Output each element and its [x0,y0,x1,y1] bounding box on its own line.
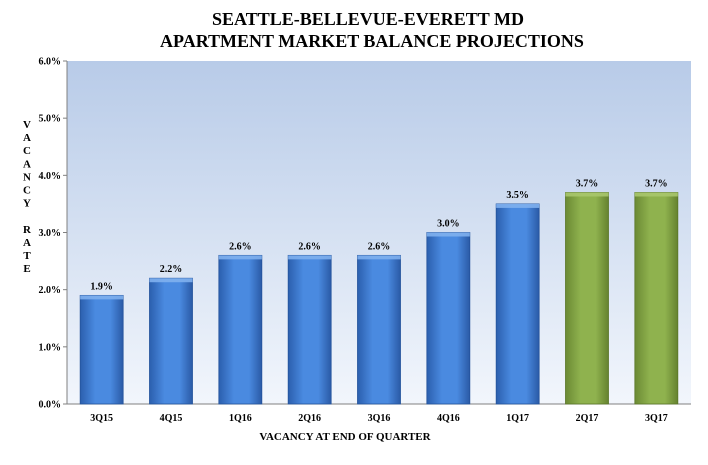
bar-group: 3.5% [495,190,540,405]
y-tick-label: 3.0% [39,228,62,239]
bar-actual [495,203,540,405]
y-tick-label: 6.0% [39,57,62,68]
x-tick-label: 1Q16 [229,413,252,424]
y-tick-label: 4.0% [39,171,62,182]
x-tick-label: 2Q16 [298,413,321,424]
x-tick-label: 2Q17 [576,413,599,424]
y-tick-label: 1.0% [39,342,62,353]
x-tick-label: 4Q15 [160,413,183,424]
bars: 1.9% 2.2% 2.6% 2.6% 2.6% 3.0% 3.5% 3.7% 3.7% [79,178,679,405]
bar-top-highlight [357,255,401,260]
x-tick-label: 4Q16 [437,413,460,424]
y-tick-label: 5.0% [39,114,62,125]
chart-title: SEATTLE-BELLEVUE-EVERETT MD [212,9,524,29]
bar-data-label: 3.7% [645,178,668,189]
bar-group: 2.6% [218,241,263,405]
bar-data-label: 2.2% [160,264,183,275]
bar-data-label: 2.6% [229,241,252,252]
bar-top-highlight [149,278,193,283]
x-tick-label: 1Q17 [506,413,529,424]
x-axis-label: VACANCY AT END OF QUARTER [259,431,431,443]
y-tick-label: 0.0% [39,400,62,411]
bar-actual [149,277,193,405]
bar-actual [357,254,401,405]
bar-projected [634,192,679,405]
bar-projected [565,192,609,405]
y-tick-label: 2.0% [39,285,62,296]
x-tick-label: 3Q16 [368,413,391,424]
bar-group: 2.6% [287,241,332,405]
bar-group: 3.7% [634,178,679,405]
bar-group: 3.0% [426,219,471,405]
bar-data-label: 3.7% [576,178,599,189]
x-ticks: 3Q15 4Q15 1Q16 2Q16 3Q16 4Q16 1Q17 2Q17 3Q17 [90,413,667,424]
bar-top-highlight [80,295,124,300]
bar-group: 2.2% [149,264,193,405]
bar-top-highlight [288,255,332,260]
bar-data-label: 1.9% [90,281,113,292]
y-ticks: 0.0% 1.0% 2.0% 3.0% 4.0% 5.0% 6.0% [39,57,67,411]
bar-actual [287,254,332,405]
x-tick-label: 3Q15 [90,413,113,424]
bar-actual [218,254,263,405]
bar-top-highlight [634,192,678,197]
bar-data-label: 2.6% [368,241,391,252]
bar-group: 1.9% [79,281,124,405]
bar-group: 3.7% [565,178,609,405]
bar-actual [79,294,124,405]
bar-group: 2.6% [357,241,401,405]
bar-top-highlight [496,203,540,208]
bar-data-label: 3.0% [437,219,460,230]
x-tick-label: 3Q17 [645,413,668,424]
bar-top-highlight [426,232,470,237]
bar-data-label: 3.5% [506,190,529,201]
bar-top-highlight [565,192,609,197]
chart-subtitle: APARTMENT MARKET BALANCE PROJECTIONS [160,31,584,51]
bar-actual [426,232,471,405]
bar-data-label: 2.6% [298,241,321,252]
bar-top-highlight [218,255,262,260]
